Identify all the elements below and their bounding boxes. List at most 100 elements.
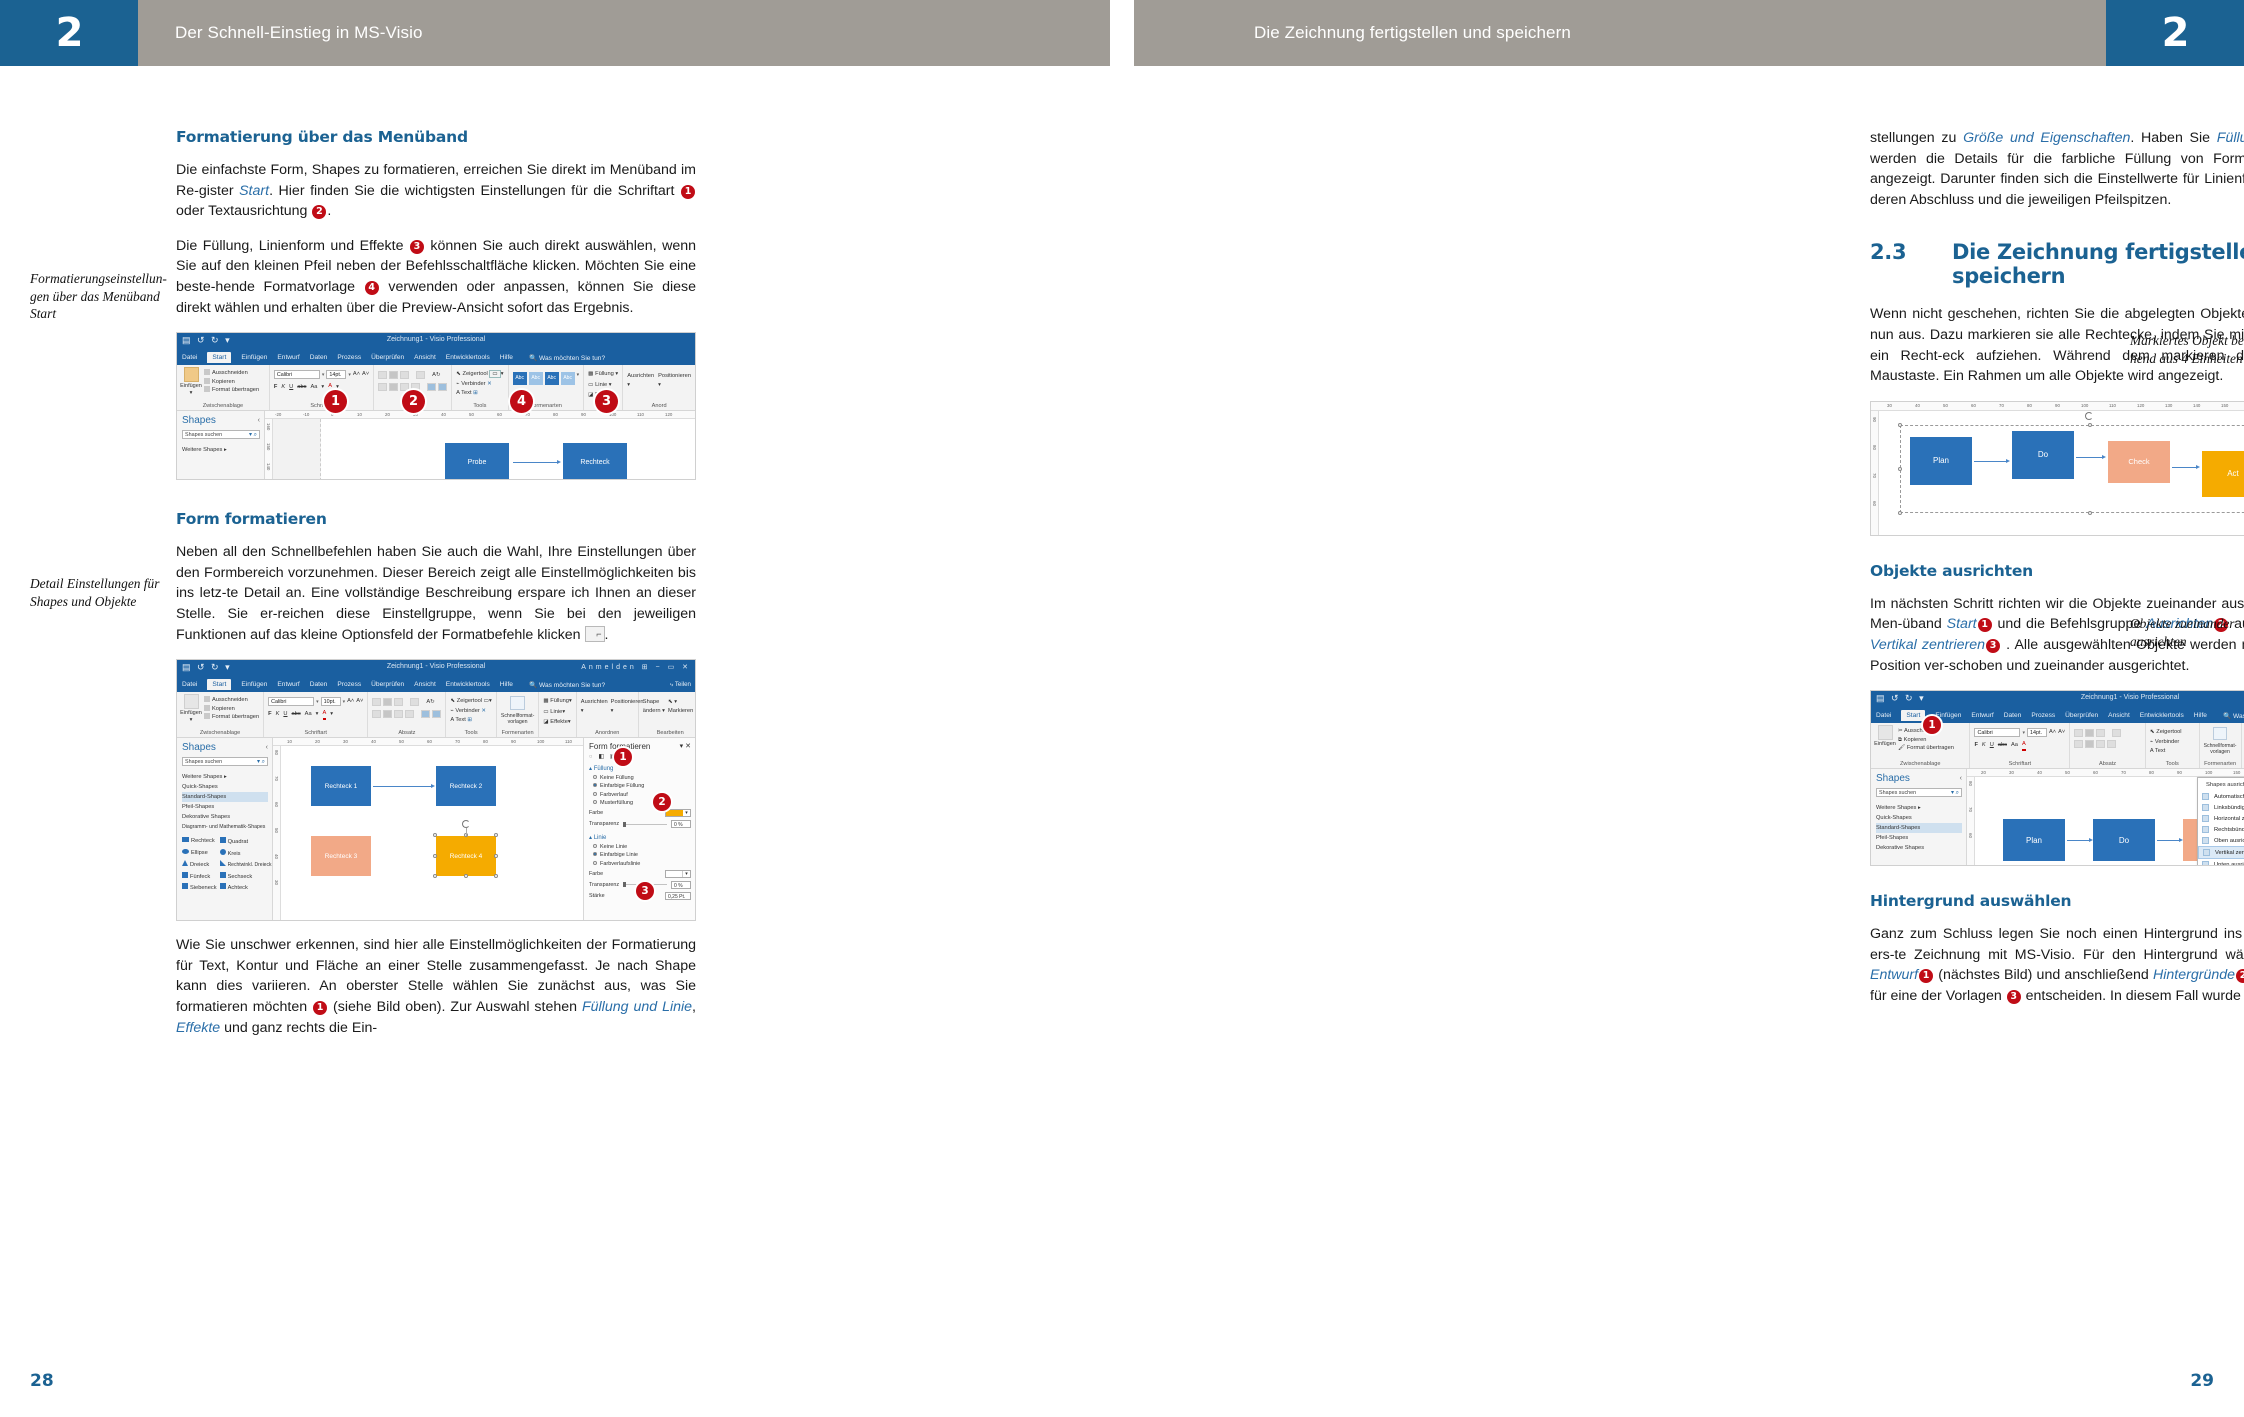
bold-button-4[interactable]: F [1974, 742, 1978, 749]
rotation-handle-icon-3[interactable] [2085, 411, 2093, 420]
tab-start-1[interactable]: Start [207, 352, 232, 364]
more-shapes-item-4[interactable]: Weitere Shapes ▸ [1876, 805, 1921, 812]
line-option-solid[interactable]: Einfarbige Linie [589, 852, 691, 858]
quick-styles-icon-2[interactable] [510, 696, 526, 711]
text-direction-icon-1[interactable]: A↻ [432, 372, 441, 379]
align-menu-item-vertikal-zentrieren[interactable]: Vertikal zentrieren➤ [2198, 846, 2244, 860]
stencil-fuenfeck[interactable]: Fünfeck [182, 871, 217, 882]
align-bottom-icon-2[interactable] [394, 698, 404, 707]
tab-ueberpruefen-1[interactable]: Überprüfen [371, 354, 405, 362]
line-color-swatch[interactable]: ▾ [665, 869, 691, 878]
canvas-shape-rechteck-2-fig2[interactable]: Rechteck 2 [436, 766, 496, 807]
tab-entwicklertools-1[interactable]: Entwicklertools [445, 354, 490, 362]
change-case-button-1[interactable]: Aa [310, 384, 318, 391]
font-size-box-2[interactable]: 10pt. [320, 697, 341, 707]
stencil-achteck[interactable]: Achteck [219, 883, 272, 893]
align-shapes-dropdown-menu[interactable]: Shapes ausrichten Automatische Ausrichtu… [2197, 777, 2244, 866]
underline-button-1[interactable]: U [289, 384, 294, 391]
tab-start-4[interactable]: Start [1901, 710, 1926, 722]
align-shapes-button-2[interactable]: Ausrichten ▾ [580, 699, 608, 714]
handle-br[interactable] [494, 874, 498, 879]
increase-indent-icon-2[interactable] [432, 709, 442, 718]
align-left-icon-1[interactable] [378, 382, 388, 391]
visio-ribbon-tabs-1[interactable]: Datei Start Einfügen Entwurf Daten Proze… [177, 350, 695, 366]
align-menu-item-linksbuendig[interactable]: Linksbündig [2198, 802, 2244, 813]
line-option-none[interactable]: Keine Linie [589, 843, 691, 850]
align-justify-icon-2[interactable] [405, 709, 415, 718]
text-tool-button-1[interactable]: A Text ⊞ [456, 390, 478, 397]
tab-entwurf-1[interactable]: Entwurf [277, 354, 300, 362]
font-size-box-1[interactable]: 14pt. [326, 370, 347, 380]
canvas-2[interactable]: 102030405060708090100110120130 807060504… [273, 738, 583, 921]
align-bottom-icon-4[interactable] [2096, 729, 2106, 738]
paste-dropdown-1[interactable]: ▾ [189, 390, 193, 397]
case-dropdown-2[interactable]: ▾ [315, 711, 319, 718]
radio-musterfuellung[interactable] [593, 800, 597, 805]
font-color-dropdown-1[interactable]: ▾ [336, 384, 339, 391]
strikethrough-button-1[interactable]: abc [297, 384, 307, 391]
collapse-chevron-icon-1[interactable]: ‹ [257, 417, 260, 425]
tab-entwicklertools-4[interactable]: Entwicklertools [2139, 712, 2184, 720]
paste-button-2[interactable]: Einfügen ▾ [180, 694, 202, 723]
increase-indent-icon-1[interactable] [438, 382, 448, 391]
font-family-box-1[interactable]: Calibri [273, 370, 320, 380]
canvas-shape-rechteck-1-fig2[interactable]: Rechteck 1 [311, 766, 371, 807]
fill-transparency-slider[interactable] [623, 821, 667, 827]
search-icon-4[interactable]: ▾ ⌕ [1950, 790, 1959, 797]
bullets-icon-4[interactable] [2112, 729, 2122, 738]
tab-prozess-4[interactable]: Prozess [2031, 712, 2056, 720]
radio-einfarbige-fuellung[interactable] [593, 783, 597, 788]
tab-hilfe-1[interactable]: Hilfe [499, 354, 513, 362]
connector-tool-button-4[interactable]: ⌁ Verbinder [2149, 738, 2180, 745]
align-menu-item-automatisch[interactable]: Automatische Ausrichtung [2198, 791, 2244, 802]
strikethrough-button-4[interactable]: abc [1997, 742, 2007, 749]
align-middle-icon-4[interactable] [2085, 729, 2095, 738]
font-family-box-2[interactable]: Calibri [268, 697, 315, 707]
align-middle-icon-1[interactable] [389, 371, 399, 380]
change-case-button-2[interactable]: Aa [304, 711, 312, 718]
cut-button-4[interactable]: ✂ Ausschneiden [1898, 728, 1940, 735]
select-tool-button-2[interactable]: ⬉ ▾ Markieren ▾ [667, 699, 696, 714]
window-controls-2[interactable]: Anmelden ⊞ − ▭ ✕ [581, 664, 691, 672]
align-bottom-icon-1[interactable] [400, 371, 410, 380]
shrink-font-icon-4[interactable]: A˅ [2058, 729, 2066, 736]
sel-handle-tc-3[interactable] [2088, 422, 2092, 427]
stencil-sechseck[interactable]: Sechseck [219, 871, 272, 882]
format-painter-button-4[interactable]: 🖌 Format übertragen [1898, 745, 1954, 752]
search-icon-1[interactable]: ▾ ⌕ [248, 432, 257, 439]
radio-keine-linie[interactable] [593, 843, 597, 848]
cut-button-1[interactable]: Ausschneiden [204, 369, 259, 378]
stencil-dreieck[interactable]: Dreieck [182, 860, 217, 870]
stencil-diagramm-shapes[interactable]: Diagramm- und Mathematik-Shapes [182, 824, 266, 831]
format-painter-button-1[interactable]: Format übertragen [204, 386, 259, 395]
position-button-2[interactable]: Positionieren ▾ [610, 699, 644, 714]
canvas-shape-plan-3[interactable]: Plan [1910, 436, 1972, 485]
strikethrough-button-2[interactable]: abc [291, 711, 301, 718]
copy-button-2[interactable]: Kopieren [204, 704, 259, 714]
bullets-icon-1[interactable] [416, 371, 426, 380]
line-option-gradient[interactable]: Farbverlaufslinie [589, 860, 691, 867]
canvas-3[interactable]: Plan Do Check Act [1880, 410, 2244, 535]
stencil-rechtwinkliges-dreieck[interactable]: Rechtwinkl. Dreieck [219, 860, 271, 870]
tab-hilfe-2[interactable]: Hilfe [499, 681, 513, 689]
canvas-shape-probe-1[interactable]: Probe [445, 443, 509, 480]
align-top-icon-2[interactable] [372, 698, 382, 707]
canvas-shape-rechteck-1[interactable]: Rechteck [563, 443, 627, 480]
align-center-icon-2[interactable] [383, 709, 393, 718]
rotation-handle-icon[interactable] [462, 820, 470, 829]
fill-color-swatch[interactable]: ▾ [665, 809, 691, 818]
quick-access-toolbar-4[interactable]: ▤ ↺ ↻ ▾ [1876, 693, 1926, 704]
canvas-4[interactable]: 2030405060708090100150160210220230240 80… [1967, 769, 2244, 866]
font-color-button-2[interactable]: A [322, 709, 327, 720]
align-menu-item-oben-ausrichten[interactable]: Oben ausrichten [2198, 835, 2244, 846]
tab-datei-4[interactable]: Datei [1876, 712, 1892, 720]
tab-daten-2[interactable]: Daten [309, 681, 328, 689]
underline-button-4[interactable]: U [1989, 742, 1994, 749]
align-justify-icon-4[interactable] [2107, 740, 2117, 749]
account-label-2[interactable]: Anmelden [581, 664, 637, 672]
tab-ansicht-2[interactable]: Ansicht [414, 681, 436, 689]
handle-ml[interactable] [433, 854, 437, 859]
pointer-tool-button-1[interactable]: ⬉ Zeigertool ▭ ▾ [456, 370, 504, 379]
italic-button-4[interactable]: K [1981, 742, 1986, 749]
stencil-siebeneck[interactable]: Siebeneck [182, 883, 217, 893]
